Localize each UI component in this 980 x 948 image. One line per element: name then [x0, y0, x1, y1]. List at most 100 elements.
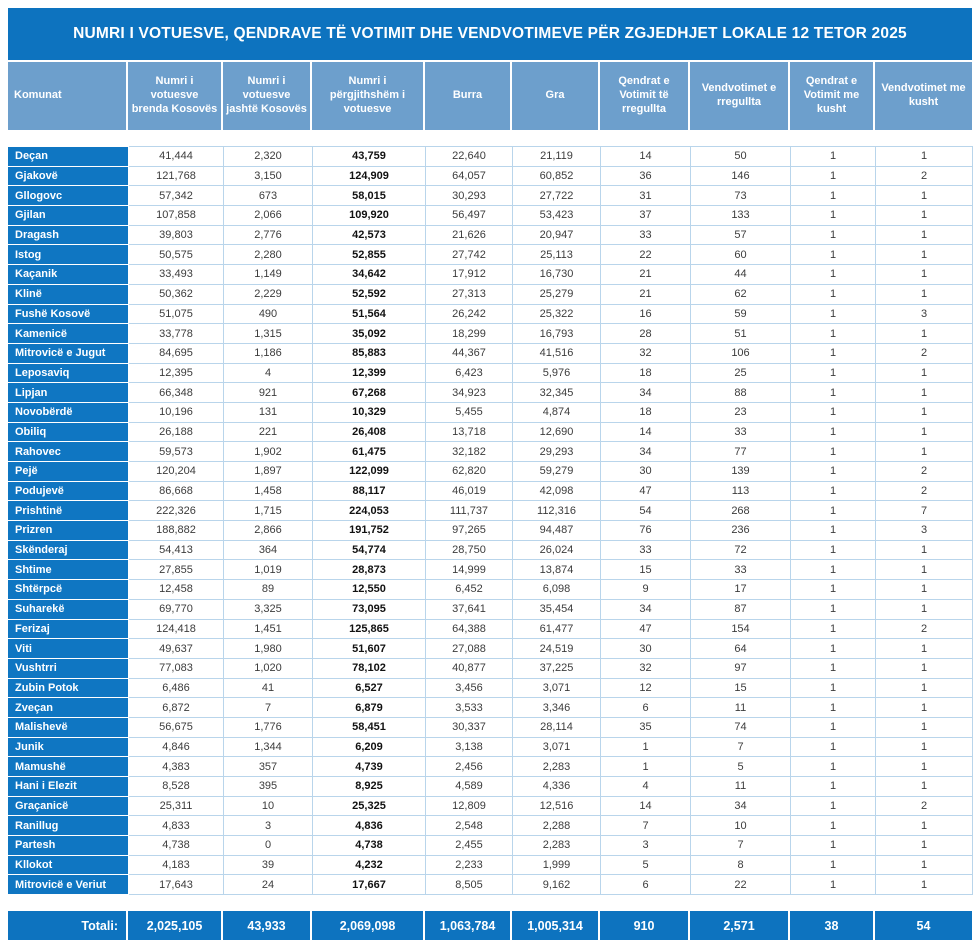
value-cell: 88,117	[312, 480, 426, 502]
municipality-name: Gjakovë	[8, 165, 129, 187]
value-cell: 4,336	[512, 776, 601, 797]
totals-label: Totali:	[8, 911, 128, 941]
table-row: Mamushë 4,383 357 4,739 2,456 2,283 1 5 1 1	[8, 756, 973, 777]
value-cell: 1	[790, 776, 876, 797]
value-cell: 34,642	[312, 264, 426, 285]
column-header: Numri i votuesve jashtë Kosovës	[223, 62, 312, 130]
total-value-cell: 2,069,098	[312, 911, 425, 941]
value-cell: 25,113	[512, 244, 601, 266]
value-cell: 28	[600, 323, 691, 344]
value-cell: 86,668	[128, 480, 224, 502]
value-cell: 4,739	[312, 756, 426, 777]
value-cell: 8,505	[425, 874, 513, 896]
value-cell: 1,315	[223, 323, 313, 344]
municipality-name: Leposaviq	[8, 362, 129, 384]
value-cell: 37,225	[512, 657, 601, 679]
value-cell: 24,519	[512, 638, 601, 659]
value-cell: 74	[690, 716, 791, 738]
value-cell: 3,325	[223, 598, 313, 620]
spacer	[8, 130, 972, 146]
value-cell: 26,188	[128, 421, 224, 443]
municipality-name: Dragash	[8, 224, 129, 246]
municipality-name: Obiliq	[8, 421, 129, 443]
value-cell: 1	[790, 205, 876, 226]
municipality-name: Ferizaj	[8, 618, 129, 640]
municipality-name: Kamenicë	[8, 323, 129, 344]
municipality-name: Hani i Elezit	[8, 776, 129, 797]
value-cell: 73	[690, 185, 791, 207]
municipality-name: Lipjan	[8, 382, 129, 403]
column-header: Burra	[425, 62, 512, 130]
value-cell: 34	[600, 441, 691, 462]
value-cell: 4,846	[128, 736, 224, 758]
table-row: Dragash 39,803 2,776 42,573 21,626 20,947 33 57…	[8, 224, 973, 246]
value-cell: 139	[690, 461, 791, 482]
total-value-cell: 38	[790, 911, 875, 941]
value-cell: 7	[690, 835, 791, 856]
value-cell: 1,149	[223, 264, 313, 285]
column-header: Gra	[512, 62, 600, 130]
value-cell: 64,388	[425, 618, 513, 640]
table-row: Viti 49,637 1,980 51,607 27,088 24,519 30 64 1 1	[8, 638, 973, 659]
value-cell: 31	[600, 185, 691, 207]
value-cell: 1	[875, 716, 973, 738]
value-cell: 33,778	[128, 323, 224, 344]
value-cell: 146	[690, 165, 791, 187]
table-row: Lipjan 66,348 921 67,268 34,923 32,345 34 88 1 1	[8, 382, 973, 403]
value-cell: 357	[223, 756, 313, 777]
value-cell: 1	[790, 165, 876, 187]
value-cell: 14	[600, 146, 691, 167]
value-cell: 1,776	[223, 716, 313, 738]
value-cell: 94,487	[512, 520, 601, 541]
value-cell: 87	[690, 598, 791, 620]
value-cell: 8,528	[128, 776, 224, 797]
table-row: Rahovec 59,573 1,902 61,475 32,182 29,293 34 77…	[8, 441, 973, 462]
table-row: Mitrovicë e Jugut 84,695 1,186 85,883 44,367…	[8, 342, 973, 364]
value-cell: 30	[600, 638, 691, 659]
value-cell: 10,196	[128, 401, 224, 423]
value-cell: 7	[600, 815, 691, 837]
municipality-name: Istog	[8, 244, 129, 266]
table-row: Prizren 188,882 2,866 191,752 97,265 94,487 76…	[8, 520, 973, 541]
value-cell: 107,858	[128, 205, 224, 226]
value-cell: 13,718	[425, 421, 513, 443]
value-cell: 1	[875, 835, 973, 856]
value-cell: 17	[690, 579, 791, 600]
column-header-row: Komunat Numri i votuesve brenda Kosovës Nu…	[8, 62, 972, 130]
municipality-name: Prizren	[8, 520, 129, 541]
value-cell: 29,293	[512, 441, 601, 462]
value-cell: 2,229	[223, 283, 313, 305]
table-row: Skënderaj 54,413 364 54,774 28,750 26,024 33 72…	[8, 539, 973, 561]
value-cell: 54	[600, 500, 691, 522]
value-cell: 18	[600, 362, 691, 384]
value-cell: 236	[690, 520, 791, 541]
total-value-cell: 1,063,784	[425, 911, 512, 941]
total-value-cell: 1,005,314	[512, 911, 600, 941]
value-cell: 1	[875, 854, 973, 876]
value-cell: 1	[790, 559, 876, 581]
voters-table: Deçan 41,444 2,320 43,759 22,640 21,119 14 50 1 1…	[8, 146, 973, 896]
value-cell: 27,855	[128, 559, 224, 581]
value-cell: 8	[690, 854, 791, 876]
municipality-name: Vushtrri	[8, 657, 129, 679]
value-cell: 6,209	[312, 736, 426, 758]
value-cell: 2	[875, 342, 973, 364]
value-cell: 113	[690, 480, 791, 502]
municipality-name: Kaçanik	[8, 264, 129, 285]
value-cell: 50,575	[128, 244, 224, 266]
table-row: Malishevë 56,675 1,776 58,451 30,337 28,114 35…	[8, 716, 973, 738]
value-cell: 1	[875, 677, 973, 699]
municipality-name: Mitrovicë e Jugut	[8, 342, 129, 364]
value-cell: 0	[223, 835, 313, 856]
value-cell: 13,874	[512, 559, 601, 581]
table-row: Kamenicë 33,778 1,315 35,092 18,299 16,793 28 5…	[8, 323, 973, 344]
value-cell: 33,493	[128, 264, 224, 285]
value-cell: 4,836	[312, 815, 426, 837]
value-cell: 37	[600, 205, 691, 226]
value-cell: 1	[790, 323, 876, 344]
table-row: Deçan 41,444 2,320 43,759 22,640 21,119 14 50 1 1	[8, 146, 973, 167]
value-cell: 1,902	[223, 441, 313, 462]
total-value-cell: 2,025,105	[128, 911, 223, 941]
value-cell: 32	[600, 657, 691, 679]
page-title: NUMRI I VOTUESVE, QENDRAVE TË VOTIMIT DH…	[8, 8, 972, 60]
